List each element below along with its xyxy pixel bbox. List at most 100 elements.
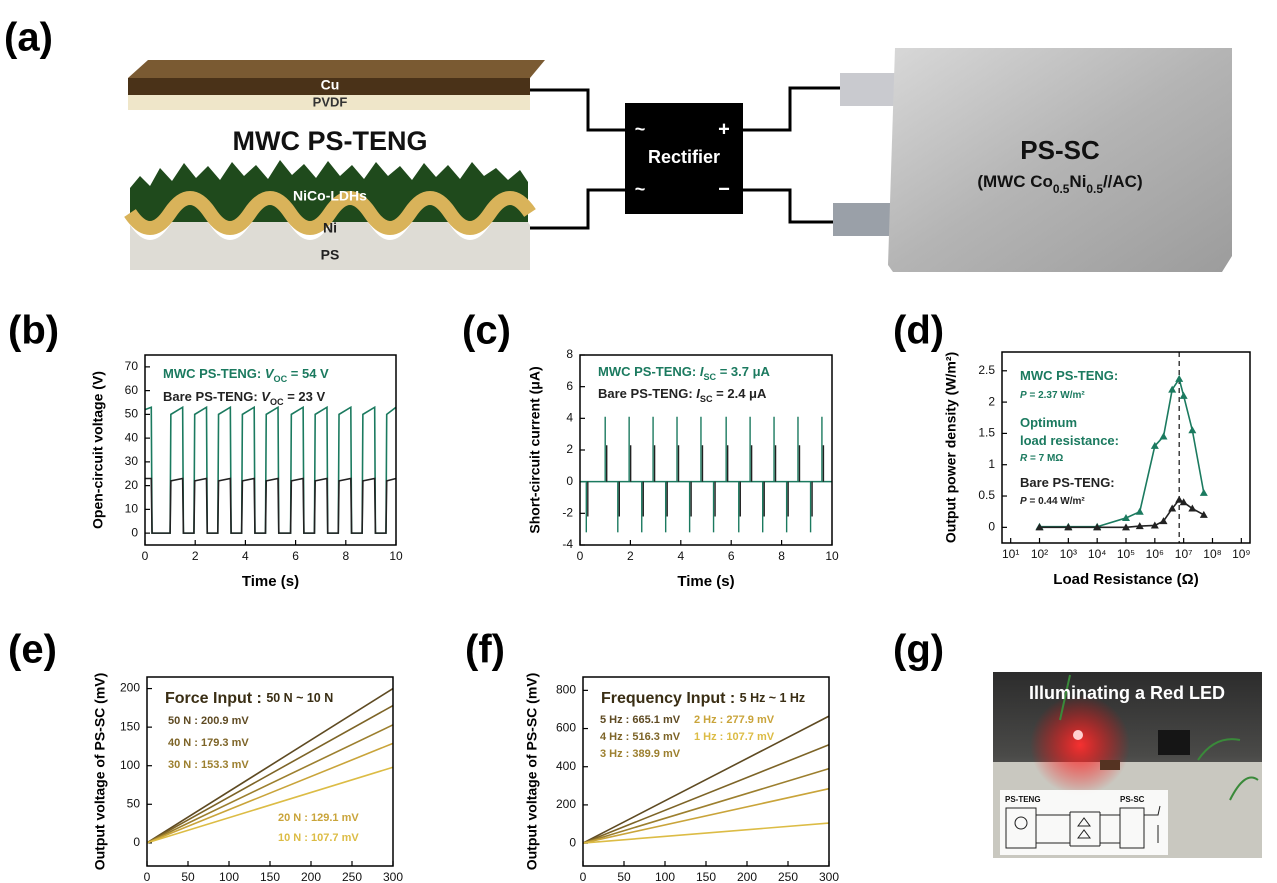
y-tick-label: 1 (988, 457, 995, 471)
annotation: Optimum (1020, 415, 1077, 430)
y-tick-label: 6 (566, 379, 573, 393)
text-part: //AC) (1103, 172, 1143, 191)
legend-entry: 10 N : 107.7 mV (278, 832, 359, 844)
data-line (582, 715, 830, 844)
legend-name: 5 Hz : 665.1 mV (600, 714, 681, 726)
x-tick-label: 150 (260, 870, 280, 883)
text-part: 0.5 (1086, 182, 1103, 196)
data-point (1064, 523, 1073, 531)
photo-wires (1059, 674, 1259, 801)
legend-entry: 40 N : 179.3 mV (168, 737, 249, 749)
rectifier-label: Rectifier (648, 147, 720, 167)
text-part: SC (703, 372, 716, 382)
text-part: = 2.4 μA (713, 386, 767, 401)
x-tick-label: 150 (696, 870, 716, 883)
data-point (1150, 521, 1159, 529)
x-tick-label: 2 (192, 549, 199, 563)
text-part: = 2.37 W/m² (1027, 390, 1086, 401)
y-tick-label: 50 (127, 796, 141, 810)
text-part: = 3.7 μA (716, 364, 770, 379)
y-tick-label: 0 (569, 835, 576, 849)
rectifier (625, 103, 743, 214)
x-tick-label: 10 (389, 549, 403, 563)
data-line (582, 767, 830, 844)
pvdf-layer (128, 95, 530, 110)
x-tick-label: 4 (242, 549, 249, 563)
y-axis-title: Output voltage of PS-SC (mV) (524, 673, 540, 871)
x-tick-label: 10⁴ (1088, 547, 1107, 561)
x-tick-label: 6 (728, 549, 735, 563)
y-tick-label: 20 (125, 478, 139, 492)
y-tick-label: 50 (125, 407, 139, 421)
sc-tab (833, 203, 893, 236)
legend-entry: Bare PS-TENG: ISC = 2.4 μA (598, 386, 767, 404)
teng-title: MWC PS-TENG (233, 126, 428, 156)
data-point (1159, 432, 1168, 440)
y-tick-label: 40 (125, 430, 139, 444)
text-part: = 0.44 W/m² (1027, 496, 1086, 507)
annotation: R = 7 MΩ (1020, 453, 1063, 464)
plot-frame (579, 354, 833, 546)
x-axis-title: Time (s) (677, 573, 734, 590)
legend-entry: MWC PS-TENG: VOC = 54 V (163, 366, 329, 384)
legend-name: 3 Hz : 389.9 mV (600, 748, 681, 760)
y-tick-label: 800 (556, 683, 576, 697)
y-tick-label: 200 (556, 797, 576, 811)
legend-entry: 20 N : 129.1 mV (278, 812, 359, 824)
x-tick-label: 10⁷ (1175, 547, 1193, 561)
text-part: I (700, 364, 704, 379)
data-line (146, 742, 394, 844)
text-part: 0.5 (1053, 182, 1070, 196)
x-tick-label: 8 (342, 549, 349, 563)
x-tick-label: 10³ (1060, 547, 1077, 561)
circuit-label: PS-SC (1120, 795, 1145, 804)
sc-subtitle: (MWC Co0.5Ni0.5//AC) (977, 172, 1142, 196)
plot-frame (582, 676, 830, 867)
data-point (1168, 385, 1177, 393)
data-point (1179, 498, 1188, 506)
y-tick-label: 0 (988, 520, 995, 534)
legend-name: 40 N : 179.3 mV (168, 737, 249, 749)
text-part: 5 Hz ~ 1 Hz (740, 691, 806, 705)
x-tick-label: 300 (819, 870, 839, 883)
layer-label: Cu (321, 77, 340, 93)
legend-name: Bare PS-TENG (598, 386, 688, 401)
data-point (1188, 504, 1197, 512)
plot-frame (1001, 351, 1251, 544)
supercapacitor (888, 48, 1232, 272)
legend-name: Bare PS-TENG (163, 389, 253, 404)
y-tick-label: 70 (125, 359, 139, 373)
y-tick-label: 0 (566, 474, 573, 488)
y-tick-label: 0.5 (978, 488, 995, 502)
x-tick-label: 50 (617, 870, 631, 883)
data-line (582, 744, 830, 844)
annotation: MWC PS-TENG: (1020, 368, 1118, 383)
data-point (1122, 523, 1130, 531)
data-line (146, 724, 394, 844)
data-line (146, 766, 394, 844)
led-glow (1030, 695, 1130, 795)
legend-name: 1 Hz : 107.7 mV (694, 731, 775, 743)
text-part: OC (270, 397, 284, 407)
data-point (1135, 522, 1144, 530)
y-tick-label: 150 (120, 719, 140, 733)
annotation: load resistance: (1020, 433, 1119, 448)
x-tick-label: 250 (778, 870, 798, 883)
legend-entry: 2 Hz : 277.9 mV (694, 714, 775, 726)
y-tick-label: 60 (125, 383, 139, 397)
legend-name: 50 N : 200.9 mV (168, 715, 249, 727)
text-part: Frequency Input : (601, 690, 740, 707)
x-tick-label: 0 (144, 870, 151, 883)
y-tick-label: -2 (562, 506, 573, 520)
x-tick-label: 0 (580, 870, 587, 883)
y-tick-label: 1.5 (978, 426, 995, 440)
y-axis-title: Open-circuit voltage (V) (90, 371, 106, 529)
x-axis-title: Load Resistance (Ω) (1053, 571, 1198, 588)
resistor (1100, 760, 1120, 770)
x-tick-label: 50 (181, 870, 195, 883)
plot-frame (144, 354, 397, 546)
data-line (145, 477, 397, 534)
legend-name: 2 Hz : 277.9 mV (694, 714, 775, 726)
text-part: Bare PS-TENG: (1020, 475, 1115, 490)
y-tick-label: 600 (556, 721, 576, 735)
